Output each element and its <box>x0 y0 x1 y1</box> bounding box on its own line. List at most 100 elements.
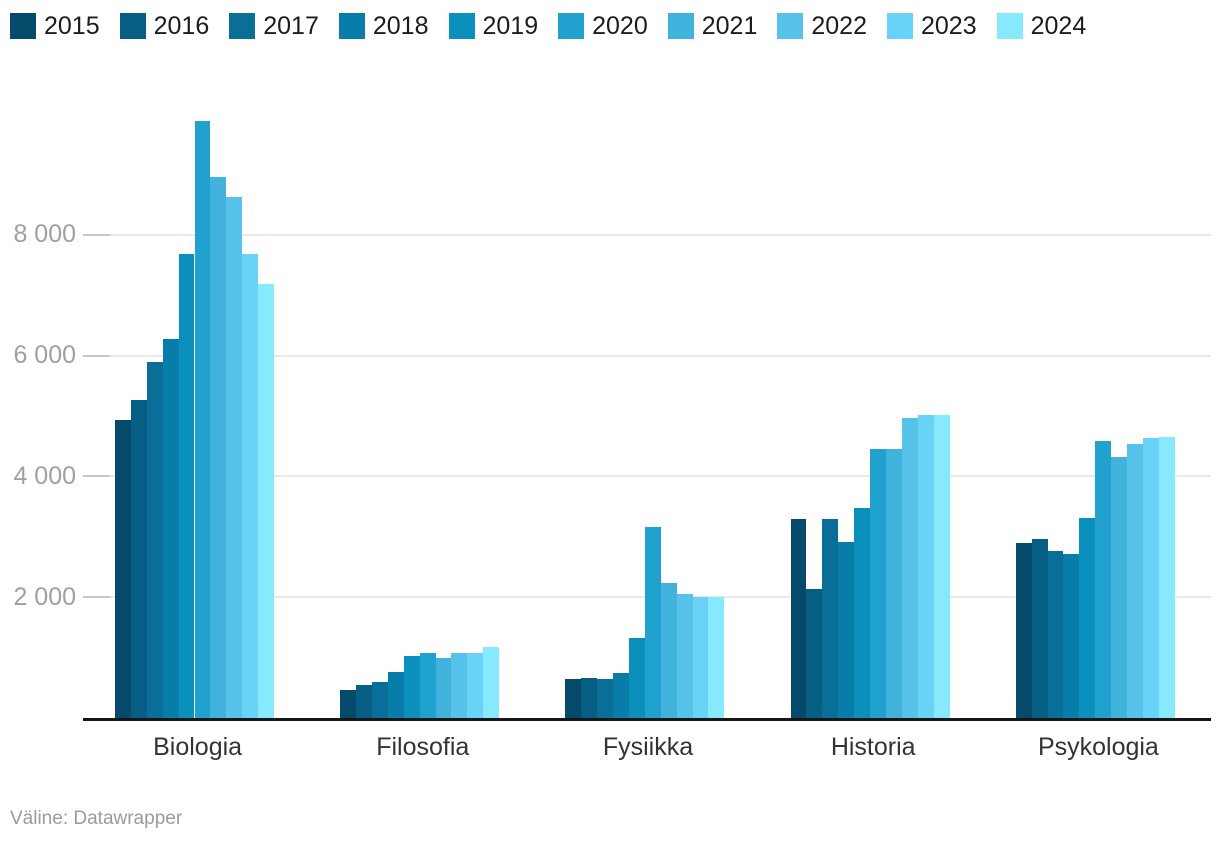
legend-swatch-icon <box>558 13 585 39</box>
bar-2019-filosofia[interactable] <box>403 655 420 718</box>
y-axis-tick-label: 2 000 <box>13 582 76 611</box>
legend-label: 2015 <box>44 12 100 40</box>
bar-2017-fysiikka[interactable] <box>597 678 614 718</box>
bar-group-fysiikka <box>565 0 725 718</box>
bar-2021-biologia[interactable] <box>210 177 227 718</box>
legend-label: 2021 <box>701 12 758 40</box>
bar-2024-psykologia[interactable] <box>1158 437 1175 718</box>
gridline <box>110 475 1211 478</box>
byline: Väline: Datawrapper <box>10 808 183 829</box>
bar-2021-fysiikka[interactable] <box>660 583 677 718</box>
legend-label: 2022 <box>811 12 867 40</box>
bar-2015-filosofia[interactable] <box>340 689 357 718</box>
gridline <box>110 354 1211 357</box>
y-axis-tick <box>83 354 110 357</box>
bar-2016-psykologia[interactable] <box>1031 538 1048 718</box>
gridline <box>110 233 1211 236</box>
bar-2024-biologia[interactable] <box>258 283 274 718</box>
legend-label: 2016 <box>153 12 210 40</box>
legend-label: 2018 <box>372 12 429 40</box>
legend-item-2016: 2016 <box>119 12 210 40</box>
y-axis-tick <box>83 233 110 236</box>
y-axis-tick-label: 4 000 <box>13 461 76 490</box>
y-axis-tick <box>83 596 110 599</box>
bar-2023-filosofia[interactable] <box>467 653 484 718</box>
x-axis-category-label: Filosofia <box>376 733 470 761</box>
bar-2024-fysiikka[interactable] <box>708 596 725 718</box>
bar-2021-psykologia[interactable] <box>1111 456 1128 718</box>
bar-2017-biologia[interactable] <box>146 361 163 718</box>
legend-item-2024: 2024 <box>996 13 1086 39</box>
bar-2015-fysiikka[interactable] <box>565 679 582 718</box>
bar-2024-filosofia[interactable] <box>483 647 500 718</box>
bar-2020-biologia[interactable] <box>194 121 211 718</box>
bar-2018-biologia[interactable] <box>162 339 179 718</box>
bar-2023-psykologia[interactable] <box>1142 437 1159 718</box>
bar-2015-historia[interactable] <box>790 519 807 718</box>
bar-group-filosofia <box>340 0 500 718</box>
bar-2022-psykologia[interactable] <box>1127 444 1143 718</box>
bar-2017-psykologia[interactable] <box>1047 550 1064 718</box>
bar-2016-filosofia[interactable] <box>356 685 372 718</box>
bar-2018-historia[interactable] <box>838 541 855 718</box>
bar-2022-historia[interactable] <box>901 418 918 718</box>
legend-item-2021: 2021 <box>667 12 758 40</box>
bar-2016-historia[interactable] <box>806 589 823 718</box>
bar-group-biologia <box>115 0 274 718</box>
legend-label: 2019 <box>482 12 539 40</box>
legend-swatch-icon <box>448 13 475 39</box>
bar-2017-historia[interactable] <box>822 519 839 718</box>
legend-item-2020: 2020 <box>558 13 648 39</box>
legend-swatch-icon <box>119 13 146 39</box>
legend-item-2023: 2023 <box>887 13 977 39</box>
bar-2022-biologia[interactable] <box>226 196 243 718</box>
legend-swatch-icon <box>229 13 256 39</box>
bar-2018-fysiikka[interactable] <box>613 672 629 718</box>
x-axis-category-label: Historia <box>830 733 916 761</box>
bar-2020-filosofia[interactable] <box>419 652 436 718</box>
bar-group-psykologia <box>1015 0 1175 718</box>
y-axis-tick <box>83 475 110 478</box>
legend-swatch-icon <box>10 13 36 39</box>
bar-2016-biologia[interactable] <box>130 400 147 718</box>
bar-2019-fysiikka[interactable] <box>628 638 645 718</box>
legend-label: 2023 <box>921 12 977 40</box>
bar-2018-filosofia[interactable] <box>387 671 404 718</box>
bar-2022-filosofia[interactable] <box>451 652 468 718</box>
x-axis-category-label: Biologia <box>153 733 243 761</box>
bar-2024-historia[interactable] <box>933 415 950 718</box>
legend-label: 2017 <box>263 12 319 40</box>
legend-item-2017: 2017 <box>229 13 319 39</box>
bar-2020-psykologia[interactable] <box>1095 440 1112 718</box>
bar-2021-historia[interactable] <box>885 448 902 718</box>
bar-2020-fysiikka[interactable] <box>644 526 661 718</box>
bar-2023-historia[interactable] <box>917 414 934 718</box>
bar-2016-fysiikka[interactable] <box>581 677 598 718</box>
bar-2023-biologia[interactable] <box>242 253 259 718</box>
bar-2021-filosofia[interactable] <box>435 657 452 718</box>
legend-swatch-icon <box>777 13 804 39</box>
bar-2019-historia[interactable] <box>854 508 871 718</box>
legend-swatch-icon <box>338 13 365 39</box>
legend-item-2018: 2018 <box>338 12 429 40</box>
bar-2022-fysiikka[interactable] <box>676 593 693 718</box>
bar-2023-fysiikka[interactable] <box>692 597 709 718</box>
bar-2017-filosofia[interactable] <box>371 681 388 718</box>
bar-2020-historia[interactable] <box>870 448 886 718</box>
bar-2019-biologia[interactable] <box>178 253 195 718</box>
bar-2015-psykologia[interactable] <box>1015 542 1032 718</box>
legend-item-2015: 2015 <box>10 13 100 39</box>
bar-2019-psykologia[interactable] <box>1079 517 1096 718</box>
legend: 2015 2016 2017 2018 2019 2020 2021 2022 2023 2024 <box>10 13 1086 39</box>
legend-swatch-icon <box>667 13 694 39</box>
legend-item-2019: 2019 <box>448 12 539 40</box>
x-axis-category-label: Fysiikka <box>602 733 694 761</box>
legend-label: 2020 <box>592 12 648 40</box>
legend-item-2022: 2022 <box>777 13 867 39</box>
bar-2015-biologia[interactable] <box>115 419 131 718</box>
legend-swatch-icon <box>996 13 1023 39</box>
bar-2018-psykologia[interactable] <box>1063 554 1080 718</box>
bar-group-historia <box>790 0 950 718</box>
x-axis-line <box>83 718 1211 721</box>
